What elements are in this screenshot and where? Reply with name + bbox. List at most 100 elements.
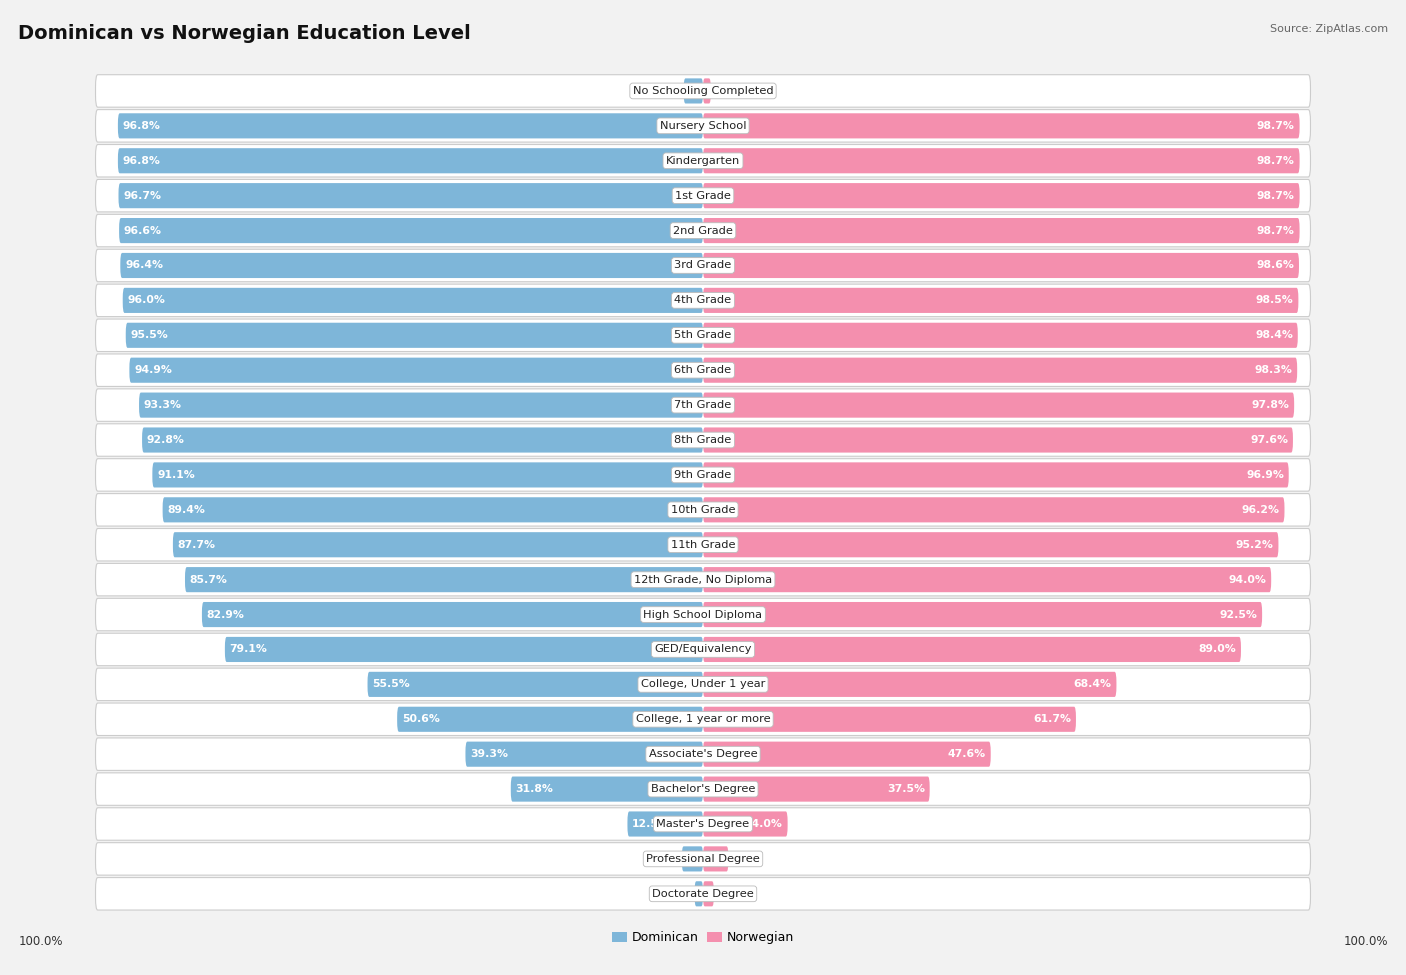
Text: College, Under 1 year: College, Under 1 year (641, 680, 765, 689)
Text: 96.4%: 96.4% (125, 260, 163, 270)
FancyBboxPatch shape (703, 672, 1116, 697)
FancyBboxPatch shape (695, 881, 703, 907)
FancyBboxPatch shape (703, 811, 787, 837)
Text: 3.5%: 3.5% (652, 854, 681, 864)
Text: 2nd Grade: 2nd Grade (673, 225, 733, 236)
Text: 92.8%: 92.8% (146, 435, 184, 445)
Text: Nursery School: Nursery School (659, 121, 747, 131)
Text: 61.7%: 61.7% (1033, 715, 1071, 724)
FancyBboxPatch shape (125, 323, 703, 348)
FancyBboxPatch shape (703, 148, 1299, 174)
FancyBboxPatch shape (703, 532, 1278, 558)
Text: Dominican vs Norwegian Education Level: Dominican vs Norwegian Education Level (18, 24, 471, 43)
Text: Doctorate Degree: Doctorate Degree (652, 889, 754, 899)
Text: GED/Equivalency: GED/Equivalency (654, 644, 752, 654)
FancyBboxPatch shape (173, 532, 703, 558)
FancyBboxPatch shape (96, 424, 1310, 456)
FancyBboxPatch shape (703, 323, 1298, 348)
Text: 94.0%: 94.0% (1229, 574, 1267, 585)
FancyBboxPatch shape (703, 183, 1299, 209)
FancyBboxPatch shape (703, 462, 1289, 488)
Text: 68.4%: 68.4% (1074, 680, 1112, 689)
FancyBboxPatch shape (96, 250, 1310, 282)
Text: 12.5%: 12.5% (633, 819, 671, 829)
Text: 89.0%: 89.0% (1198, 644, 1236, 654)
Text: 89.4%: 89.4% (167, 505, 205, 515)
Text: 1.8%: 1.8% (716, 889, 744, 899)
FancyBboxPatch shape (96, 319, 1310, 352)
Text: High School Diploma: High School Diploma (644, 609, 762, 619)
FancyBboxPatch shape (118, 113, 703, 138)
Text: 1.3%: 1.3% (713, 86, 740, 96)
FancyBboxPatch shape (703, 288, 1298, 313)
FancyBboxPatch shape (703, 602, 1263, 627)
Text: 82.9%: 82.9% (207, 609, 245, 619)
FancyBboxPatch shape (96, 738, 1310, 770)
FancyBboxPatch shape (703, 776, 929, 801)
Text: 31.8%: 31.8% (516, 784, 554, 794)
FancyBboxPatch shape (683, 78, 703, 103)
Text: 97.6%: 97.6% (1250, 435, 1288, 445)
FancyBboxPatch shape (510, 776, 703, 801)
Text: 95.5%: 95.5% (131, 331, 169, 340)
FancyBboxPatch shape (152, 462, 703, 488)
FancyBboxPatch shape (703, 427, 1294, 452)
FancyBboxPatch shape (465, 742, 703, 766)
Text: 92.5%: 92.5% (1219, 609, 1257, 619)
Text: 98.7%: 98.7% (1257, 225, 1295, 236)
Text: 3.2%: 3.2% (654, 86, 682, 96)
FancyBboxPatch shape (96, 878, 1310, 910)
Legend: Dominican, Norwegian: Dominican, Norwegian (612, 931, 794, 944)
Text: 5th Grade: 5th Grade (675, 331, 731, 340)
Text: 14.0%: 14.0% (745, 819, 783, 829)
Text: 98.7%: 98.7% (1257, 156, 1295, 166)
FancyBboxPatch shape (120, 218, 703, 243)
Text: Bachelor's Degree: Bachelor's Degree (651, 784, 755, 794)
Text: No Schooling Completed: No Schooling Completed (633, 86, 773, 96)
FancyBboxPatch shape (96, 493, 1310, 526)
FancyBboxPatch shape (96, 599, 1310, 631)
Text: 50.6%: 50.6% (402, 715, 440, 724)
Text: 4th Grade: 4th Grade (675, 295, 731, 305)
Text: 98.5%: 98.5% (1256, 295, 1294, 305)
FancyBboxPatch shape (703, 567, 1271, 592)
FancyBboxPatch shape (703, 218, 1299, 243)
FancyBboxPatch shape (122, 288, 703, 313)
Text: 96.0%: 96.0% (128, 295, 166, 305)
Text: 1.4%: 1.4% (665, 889, 693, 899)
Text: 9th Grade: 9th Grade (675, 470, 731, 480)
Text: 100.0%: 100.0% (1343, 935, 1388, 948)
FancyBboxPatch shape (627, 811, 703, 837)
Text: 6th Grade: 6th Grade (675, 366, 731, 375)
Text: 96.7%: 96.7% (124, 191, 162, 201)
FancyBboxPatch shape (96, 842, 1310, 876)
Text: 96.8%: 96.8% (122, 121, 160, 131)
FancyBboxPatch shape (367, 672, 703, 697)
FancyBboxPatch shape (96, 773, 1310, 805)
Text: 93.3%: 93.3% (143, 400, 181, 410)
Text: 8th Grade: 8th Grade (675, 435, 731, 445)
FancyBboxPatch shape (96, 214, 1310, 247)
Text: 96.2%: 96.2% (1241, 505, 1279, 515)
Text: 55.5%: 55.5% (373, 680, 411, 689)
FancyBboxPatch shape (96, 179, 1310, 212)
FancyBboxPatch shape (163, 497, 703, 523)
FancyBboxPatch shape (96, 633, 1310, 666)
Text: 96.8%: 96.8% (122, 156, 160, 166)
FancyBboxPatch shape (96, 75, 1310, 107)
Text: 47.6%: 47.6% (948, 749, 986, 760)
FancyBboxPatch shape (703, 393, 1294, 417)
FancyBboxPatch shape (703, 742, 991, 766)
FancyBboxPatch shape (703, 253, 1299, 278)
Text: 1st Grade: 1st Grade (675, 191, 731, 201)
FancyBboxPatch shape (682, 846, 703, 872)
Text: Associate's Degree: Associate's Degree (648, 749, 758, 760)
Text: 11th Grade: 11th Grade (671, 540, 735, 550)
FancyBboxPatch shape (703, 78, 711, 103)
FancyBboxPatch shape (186, 567, 703, 592)
Text: Professional Degree: Professional Degree (647, 854, 759, 864)
Text: 39.3%: 39.3% (470, 749, 509, 760)
FancyBboxPatch shape (703, 846, 728, 872)
Text: 91.1%: 91.1% (157, 470, 195, 480)
FancyBboxPatch shape (96, 144, 1310, 177)
